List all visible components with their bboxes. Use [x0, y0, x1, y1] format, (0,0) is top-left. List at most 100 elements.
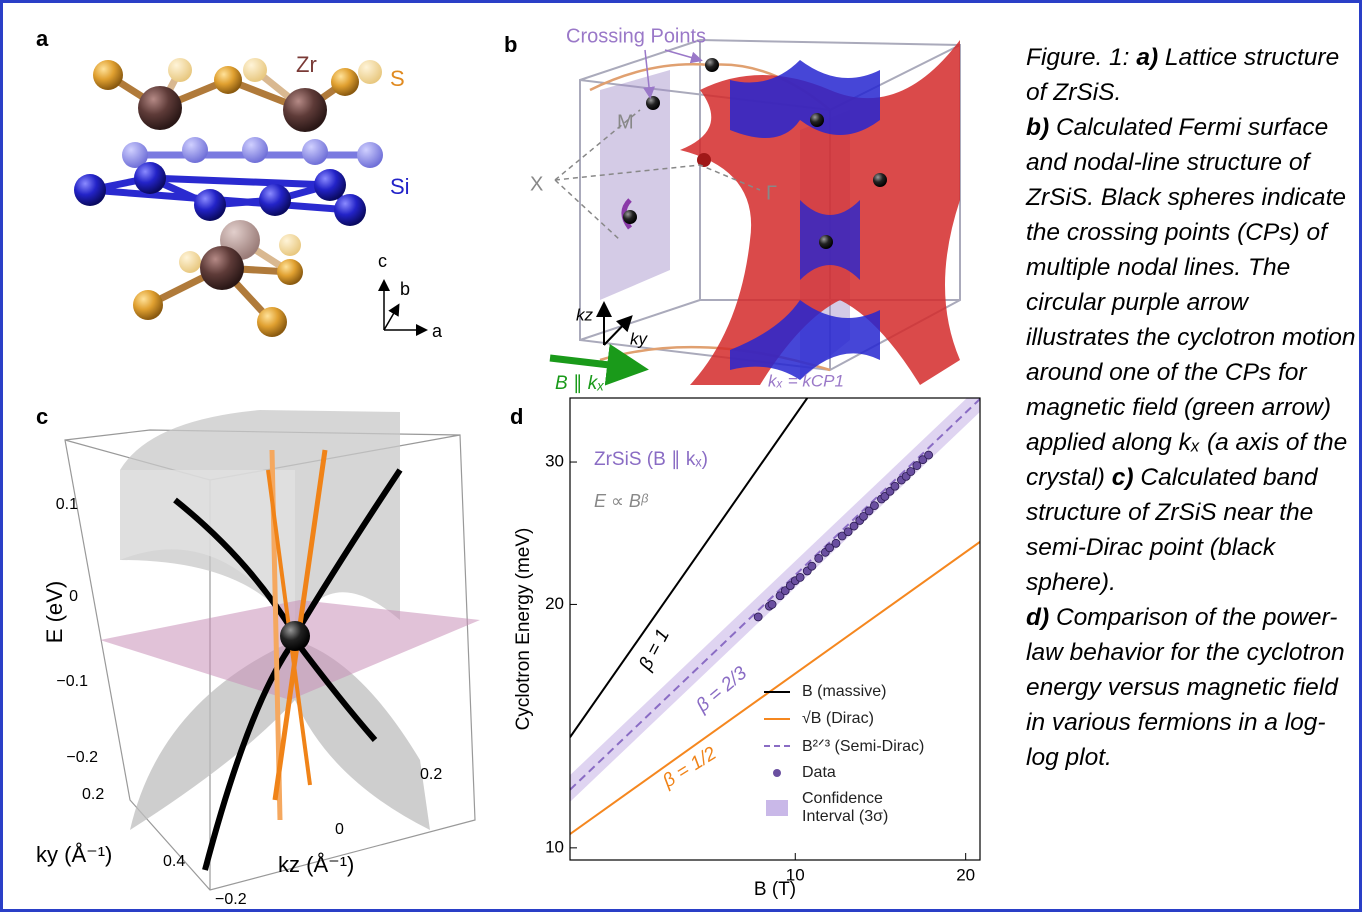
axis-label: kz (Å⁻¹) [278, 852, 354, 877]
tick-label: 0.2 [82, 786, 104, 803]
data-point [870, 502, 878, 510]
field-label: B ∥ kₓ [555, 373, 604, 394]
illustration-shape [259, 184, 291, 216]
tick-label: 0 [335, 821, 344, 838]
illustration-shape [168, 58, 192, 82]
data-point [925, 451, 933, 459]
illustration-shape [283, 88, 327, 132]
illustration-shape [279, 234, 301, 256]
data-point [832, 539, 840, 547]
illustration-shape [819, 235, 833, 249]
caption-text: Comparison of the power-law behavior for… [1026, 604, 1345, 771]
illustration-shape [150, 178, 330, 185]
legend-label: Confidence Interval (3σ) [802, 790, 932, 826]
tick-label: 0.2 [420, 766, 442, 783]
legend-entry: Confidence Interval (3σ) [760, 790, 985, 826]
point-label: X [530, 173, 543, 195]
legend-swatch [766, 800, 788, 816]
panel-label: c [36, 404, 48, 429]
legend-entry: √B (Dirac) [760, 709, 985, 729]
tick-label: −0.2 [215, 891, 247, 908]
x-tick-label: 10 [786, 865, 805, 884]
panel-label: b [504, 32, 517, 57]
y-tick-label: 10 [545, 837, 564, 856]
illustration-shape [134, 162, 166, 194]
panel-a: a Zr S Si c b a [36, 26, 443, 341]
illustration-shape [93, 60, 123, 90]
illustration-shape [280, 621, 310, 651]
illustration-shape [334, 194, 366, 226]
y-tick-label: 20 [545, 594, 564, 613]
caption-label: c) [1112, 464, 1134, 491]
data-point [907, 468, 915, 476]
axis-label: kz [576, 305, 594, 324]
illustration-shape [384, 306, 398, 330]
illustration-shape [243, 58, 267, 82]
annotation: β = 1/2 [658, 743, 720, 793]
illustration-shape [810, 113, 824, 127]
axis-label: E (eV) [42, 581, 67, 643]
illustration-shape [873, 173, 887, 187]
illustration-shape [623, 210, 637, 224]
tick-label: 0 [69, 588, 78, 605]
panel-label: d [510, 404, 523, 429]
caption-label: d) [1026, 604, 1049, 631]
y-axis-label: Cyclotron Energy (meV) [513, 528, 534, 731]
illustration-shape [257, 307, 287, 337]
data-point [796, 573, 804, 581]
illustration-shape [138, 86, 182, 130]
legend-label: B (massive) [802, 683, 886, 701]
illustration-shape [214, 66, 242, 94]
illustration-shape [357, 142, 383, 168]
atom-label: Zr [296, 52, 317, 77]
data-point [815, 554, 823, 562]
plane-label: kₓ = kCP1 [768, 371, 844, 390]
tick-label: −0.2 [66, 749, 98, 766]
tick-label: 0.1 [56, 496, 78, 513]
illustration-shape [120, 470, 295, 630]
data-point [754, 613, 762, 621]
illustration-shape [331, 68, 359, 96]
illustration-shape [358, 60, 382, 84]
tick-label: −0.1 [56, 673, 88, 690]
legend-swatch [773, 769, 781, 777]
illustration-shape [314, 169, 346, 201]
axis-label: ky (Å⁻¹) [36, 842, 112, 867]
axis-label: a [432, 321, 443, 341]
illustration-shape [182, 137, 208, 163]
atom-label: Si [390, 174, 410, 199]
legend-symbol [760, 763, 794, 783]
data-point [768, 600, 776, 608]
axis-label: b [400, 279, 410, 299]
legend-symbol [760, 709, 794, 729]
illustration-shape [705, 58, 719, 72]
axis-label: c [378, 251, 387, 271]
annotation: Crossing Points [566, 25, 706, 47]
annotation: β = 1 [635, 626, 674, 675]
illustration-shape [665, 50, 700, 60]
legend-label: B²ᐟ³ (Semi-Dirac) [802, 736, 924, 756]
illustration-shape [74, 174, 106, 206]
legend-label: Data [802, 764, 836, 782]
legend: B (massive) √B (Dirac) B²ᐟ³ (Semi-Dirac) Da… [760, 682, 985, 833]
annotation: E ∝ Bᵝ [594, 491, 649, 511]
caption-label: a) [1136, 44, 1158, 71]
atom-label: S [390, 66, 405, 91]
point-label: M [617, 111, 634, 133]
legend-symbol [760, 736, 794, 756]
annotation: ZrSiS (B ∥ kₓ) [594, 449, 708, 470]
legend-symbol [760, 682, 794, 702]
illustration-shape [646, 96, 660, 110]
axis-label: ky [630, 329, 649, 348]
panel-b: b Crossing Points M X Γ kz ky B ∥ kₓ kₓ … [504, 25, 960, 394]
panel-label: a [36, 26, 49, 51]
illustration-shape [133, 290, 163, 320]
illustration-shape [242, 137, 268, 163]
x-tick-label: 20 [956, 865, 975, 884]
data-point [891, 482, 899, 490]
point-label: Γ [766, 182, 777, 204]
y-tick-label: 30 [545, 452, 564, 471]
caption: Figure. 1: a) Lattice structure of ZrSiS… [1026, 40, 1356, 775]
legend-entry: B (massive) [760, 682, 985, 702]
page-body: a Zr S Si c b a b Crossing Points M [0, 0, 1362, 912]
